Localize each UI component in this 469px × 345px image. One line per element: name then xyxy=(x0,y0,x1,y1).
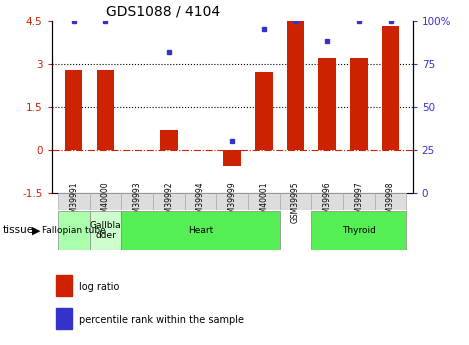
Bar xyxy=(97,70,114,150)
Bar xyxy=(153,193,185,210)
Bar xyxy=(311,211,406,250)
Text: GSM40000: GSM40000 xyxy=(101,181,110,223)
Bar xyxy=(255,72,272,150)
Bar xyxy=(382,27,399,150)
Text: GSM39997: GSM39997 xyxy=(355,181,363,223)
Bar xyxy=(58,193,90,210)
Bar xyxy=(55,275,71,296)
Text: GSM39999: GSM39999 xyxy=(227,181,237,223)
Bar xyxy=(223,150,241,166)
Bar xyxy=(350,58,368,150)
Text: GDS1088 / 4104: GDS1088 / 4104 xyxy=(106,4,220,18)
Text: log ratio: log ratio xyxy=(80,282,120,292)
Text: tissue: tissue xyxy=(2,225,33,235)
Bar xyxy=(375,193,406,210)
Bar xyxy=(216,193,248,210)
Bar xyxy=(55,308,71,329)
Text: GSM39994: GSM39994 xyxy=(196,181,205,223)
Bar xyxy=(65,70,83,150)
Bar xyxy=(90,211,121,250)
Text: GSM40001: GSM40001 xyxy=(259,181,268,223)
Text: GSM39993: GSM39993 xyxy=(133,181,142,223)
Bar xyxy=(287,21,304,150)
Bar xyxy=(248,193,280,210)
Text: Thyroid: Thyroid xyxy=(342,226,376,235)
Bar xyxy=(58,211,90,250)
Text: GSM39998: GSM39998 xyxy=(386,181,395,223)
Bar xyxy=(121,211,280,250)
Bar xyxy=(90,193,121,210)
Text: percentile rank within the sample: percentile rank within the sample xyxy=(80,315,244,325)
Text: Fallopian tube: Fallopian tube xyxy=(42,226,106,235)
Bar xyxy=(280,193,311,210)
Bar xyxy=(160,130,177,150)
Text: GSM39996: GSM39996 xyxy=(323,181,332,223)
Text: GSM39992: GSM39992 xyxy=(164,181,174,223)
Text: ▶: ▶ xyxy=(32,225,40,235)
Text: Heart: Heart xyxy=(188,226,213,235)
Bar xyxy=(311,193,343,210)
Bar xyxy=(318,58,336,150)
Bar xyxy=(121,193,153,210)
Bar xyxy=(185,193,216,210)
Text: GSM39991: GSM39991 xyxy=(69,181,78,223)
Text: GSM39995: GSM39995 xyxy=(291,181,300,223)
Text: Gallbla
dder: Gallbla dder xyxy=(90,220,121,240)
Bar xyxy=(343,193,375,210)
